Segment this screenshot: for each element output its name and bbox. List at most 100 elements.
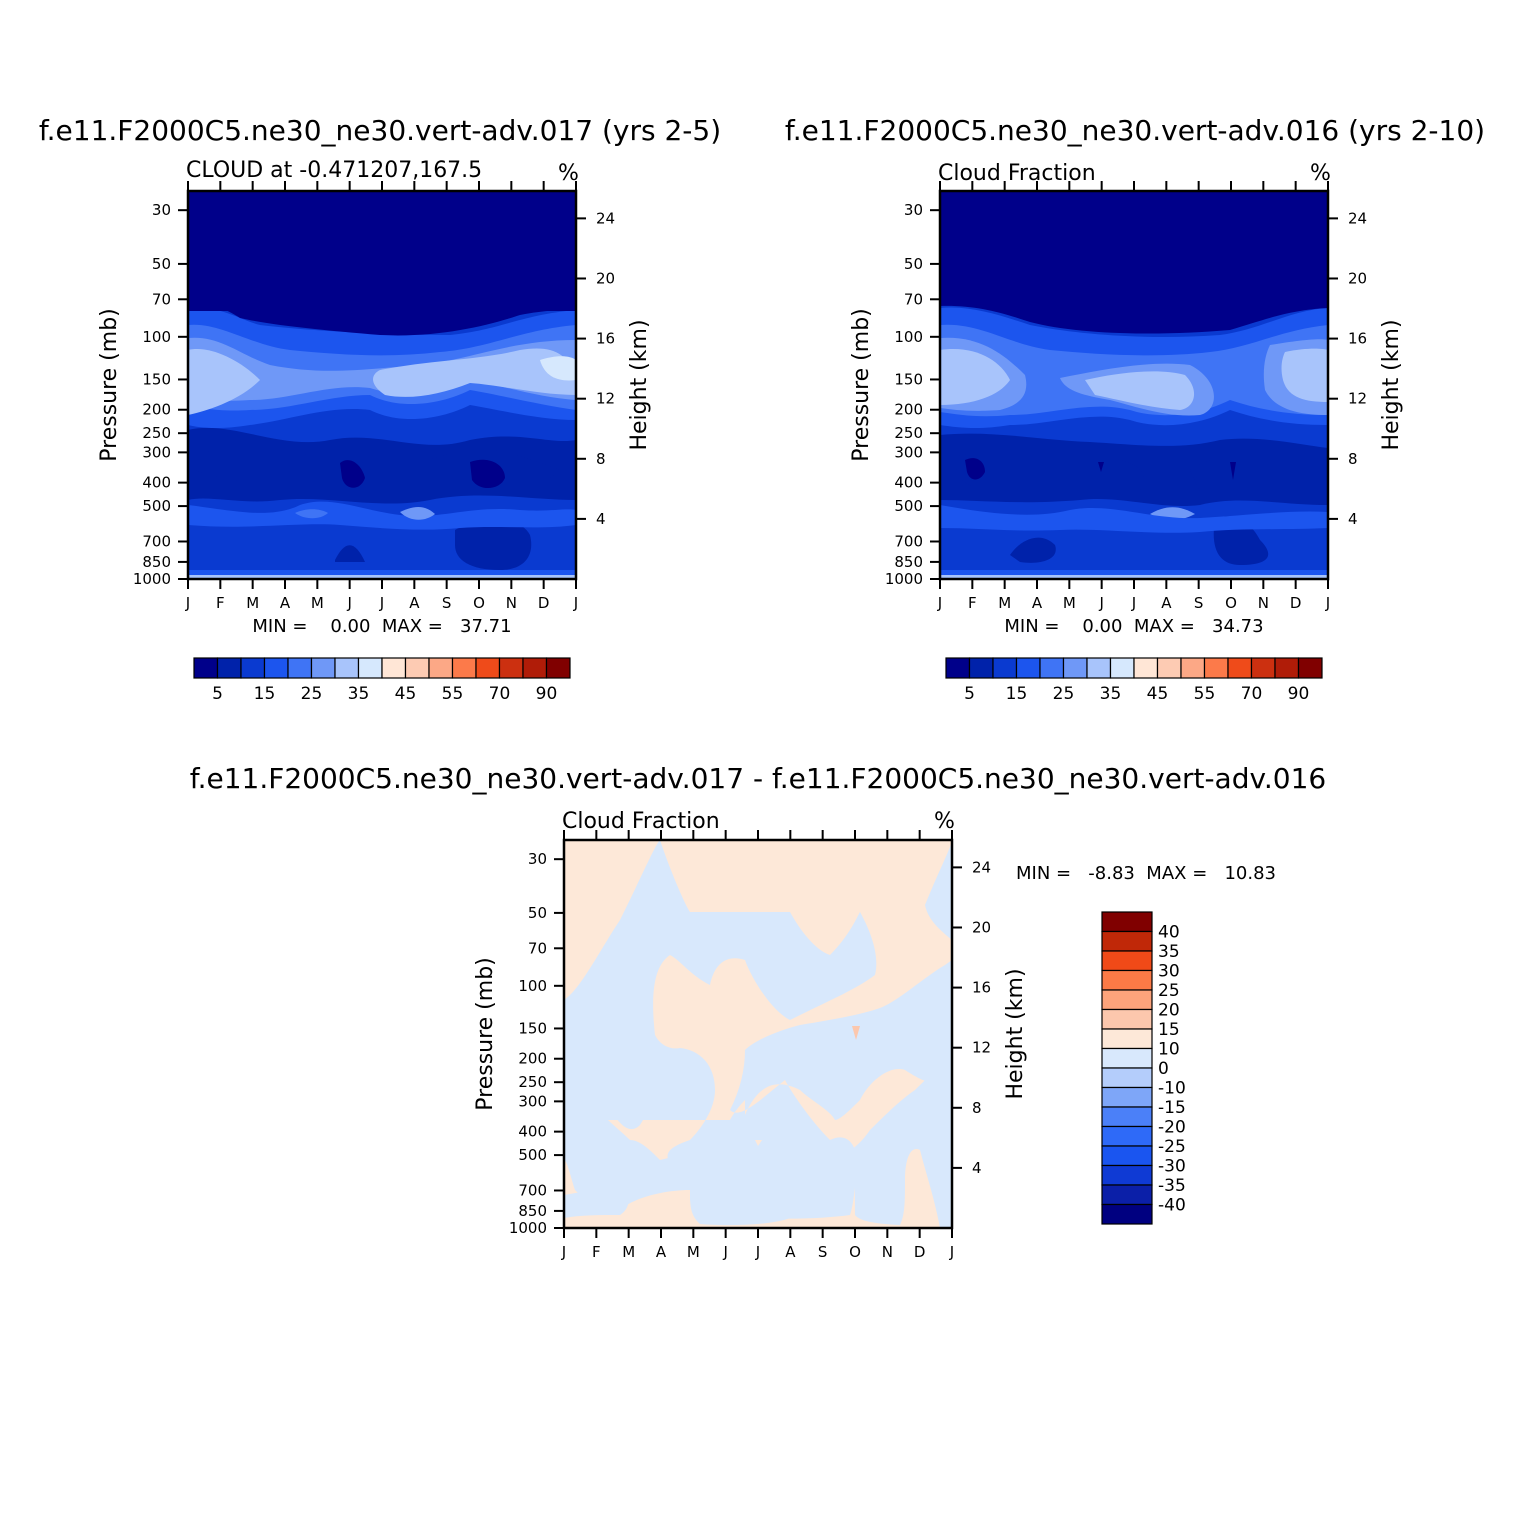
plot3-ytick-label: 500 xyxy=(518,1146,547,1164)
plot2-xtick-label: A xyxy=(1161,594,1172,612)
plot1-xtick-label: J xyxy=(185,594,190,612)
plot2-title: f.e11.F2000C5.ne30_ne30.vert-adv.016 (yr… xyxy=(785,114,1485,147)
plot1-colorbar-label: 15 xyxy=(254,684,276,704)
plot3-colorbar-swatch xyxy=(1101,1203,1153,1225)
plot2-ytick-right-label: 4 xyxy=(1348,510,1358,528)
plot1-xtick-label: J xyxy=(379,594,384,612)
plot1-colorbar-swatch xyxy=(357,657,383,679)
plot1-minmax: MIN = 0.00 MAX = 37.71 xyxy=(252,616,511,637)
plot3-xtick-label: N xyxy=(882,1243,893,1261)
plot2-colorbar-label: 55 xyxy=(1194,684,1216,704)
plot2-xtick-label: D xyxy=(1290,594,1302,612)
plot1-ytick-label: 250 xyxy=(142,424,171,442)
plot2-colorbar-swatch xyxy=(968,657,994,679)
plot1-ylabel: Pressure (mb) xyxy=(97,308,122,462)
plot3-colorbar-label: 0 xyxy=(1158,1059,1169,1079)
plot2-colorbar-swatch xyxy=(1062,657,1088,679)
plot2-ytick-label: 150 xyxy=(894,370,923,388)
plot3-colorbar-label: -25 xyxy=(1158,1137,1186,1157)
plot3-colorbar-swatch xyxy=(1101,1028,1153,1050)
plot3-colorbar-label: -35 xyxy=(1158,1176,1186,1196)
plot3-xtick-label: F xyxy=(592,1243,601,1261)
plot3-xtick-label: J xyxy=(722,1243,727,1261)
plot3-ytick-right-label: 8 xyxy=(972,1099,982,1117)
plot3-ytick-label: 30 xyxy=(528,850,547,868)
plot1-colorbar-swatch xyxy=(475,657,501,679)
plot3-colorbar-label: 15 xyxy=(1158,1020,1180,1040)
plot1-colorbar-swatch xyxy=(545,657,571,679)
plot3-ytick-label: 700 xyxy=(518,1181,547,1199)
plot2-colorbar-label: 70 xyxy=(1241,684,1263,704)
plot3-ytick-label: 1000 xyxy=(509,1219,547,1237)
plot2-subtitle: Cloud Fraction xyxy=(938,161,1096,186)
plot1-colorbar-swatch xyxy=(381,657,407,679)
plot2-colorbar-swatch xyxy=(1086,657,1112,679)
plot3-colorbar-label: 30 xyxy=(1158,962,1180,982)
plot2-ytick-label: 70 xyxy=(904,290,923,308)
plot2-ytick-label: 700 xyxy=(894,532,923,550)
plot1-ytick-right-label: 12 xyxy=(596,390,615,408)
plot2-units: % xyxy=(1310,161,1331,186)
plot3-ytick-label: 200 xyxy=(518,1050,547,1068)
plot3-xtick-label: A xyxy=(785,1243,796,1261)
plot2-xtick-label: N xyxy=(1258,594,1269,612)
plot1-colorbar-swatch xyxy=(216,657,242,679)
plot2-ytick-label: 30 xyxy=(904,201,923,219)
plot3-colorbar-swatch xyxy=(1101,911,1153,933)
plot3-colorbar-label: 10 xyxy=(1158,1040,1180,1060)
plot3-colorbar-swatch xyxy=(1101,1145,1153,1167)
plot1-title: f.e11.F2000C5.ne30_ne30.vert-adv.017 (yr… xyxy=(39,114,721,147)
plot3-xtick-label: M xyxy=(687,1243,700,1261)
plot1-colorbar-swatch xyxy=(404,657,430,679)
plot1-ytick-right-label: 24 xyxy=(596,209,615,227)
plot3-colorbar-label: -30 xyxy=(1158,1157,1186,1177)
plot1-xtick-label: O xyxy=(473,594,485,612)
plot1-xtick-label: S xyxy=(442,594,452,612)
plot2-xtick-label: M xyxy=(998,594,1011,612)
plot3-ytick-label: 300 xyxy=(518,1092,547,1110)
plot2-ylabel-right: Height (km) xyxy=(1379,319,1404,450)
plot3-ytick-label: 400 xyxy=(518,1123,547,1141)
plot1-ytick-label: 100 xyxy=(142,328,171,346)
plot3-colorbar-swatch xyxy=(1101,1067,1153,1089)
plot3-ytick-label: 850 xyxy=(518,1202,547,1220)
plot2-ytick-label: 200 xyxy=(894,401,923,419)
plot3-colorbar-swatch xyxy=(1101,950,1153,972)
plot3-xtick-label: M xyxy=(622,1243,635,1261)
plot2-ytick-label: 500 xyxy=(894,497,923,515)
plot2-colorbar-swatch xyxy=(1133,657,1159,679)
plot2-colorbar-swatch xyxy=(1015,657,1041,679)
plot3-subtitle: Cloud Fraction xyxy=(562,809,720,834)
plot1-ytick-right-label: 20 xyxy=(596,269,615,287)
plot1-units: % xyxy=(558,161,579,186)
plot2-xtick-label: S xyxy=(1194,594,1204,612)
plot2-colorbar-label: 5 xyxy=(964,684,975,704)
plot3-ytick-right-label: 4 xyxy=(972,1159,982,1177)
plot2-colorbar-swatch xyxy=(1297,657,1323,679)
plot2-ytick-right-label: 12 xyxy=(1348,390,1367,408)
plot3-ytick-right-label: 24 xyxy=(972,858,991,876)
plot3-colorbar-swatch xyxy=(1101,1008,1153,1030)
plot3-ylabel: Pressure (mb) xyxy=(473,957,498,1111)
plot2-colorbar-label: 35 xyxy=(1100,684,1122,704)
plot3-colorbar-swatch xyxy=(1101,1047,1153,1069)
plot2-xtick-label: J xyxy=(1131,594,1136,612)
plot3-colorbar-label: -20 xyxy=(1158,1118,1186,1138)
plot1-colorbar-label: 45 xyxy=(395,684,417,704)
plot2-colorbar-label: 45 xyxy=(1147,684,1169,704)
plot3-units: % xyxy=(934,809,955,834)
plot2-colorbar-swatch xyxy=(1180,657,1206,679)
plot2-colorbar-swatch xyxy=(1039,657,1065,679)
plot3-colorbar-label: 20 xyxy=(1158,1001,1180,1021)
plot1-colorbar-label: 5 xyxy=(212,684,223,704)
plot3-xtick-label: J xyxy=(561,1243,566,1261)
plot2-ytick-right-label: 24 xyxy=(1348,209,1367,227)
plot1-ytick-label: 700 xyxy=(142,532,171,550)
plot2-xtick-label: O xyxy=(1225,594,1237,612)
plot1-colorbar-label: 70 xyxy=(489,684,511,704)
plot2-xtick-label: F xyxy=(968,594,977,612)
plot1-subtitle: CLOUD at -0.471207,167.5 xyxy=(186,158,482,183)
plot2-colorbar-swatch xyxy=(1109,657,1135,679)
plot1-xtick-label: M xyxy=(311,594,324,612)
plot1-colorbar-swatch xyxy=(240,657,266,679)
